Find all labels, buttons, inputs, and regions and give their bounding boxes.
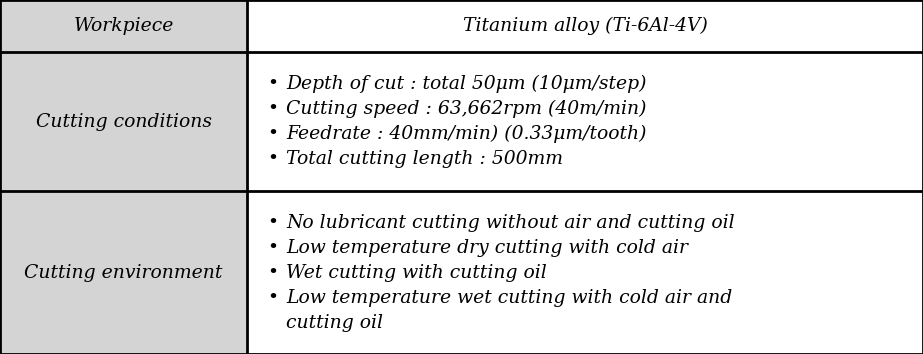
Bar <box>247 191 923 354</box>
Text: •: • <box>268 264 279 281</box>
Bar <box>0 0 247 52</box>
Text: •: • <box>268 150 279 168</box>
Text: Low temperature dry cutting with cold air: Low temperature dry cutting with cold ai… <box>286 239 689 257</box>
Text: cutting oil: cutting oil <box>286 314 383 332</box>
Text: Low temperature wet cutting with cold air and: Low temperature wet cutting with cold ai… <box>286 289 732 307</box>
Text: Cutting conditions: Cutting conditions <box>36 113 211 131</box>
Text: Total cutting length : 500mm: Total cutting length : 500mm <box>286 150 563 168</box>
Text: •: • <box>268 289 279 307</box>
Text: Workpiece: Workpiece <box>74 17 174 35</box>
Text: Cutting speed : 63,662rpm (40m/min): Cutting speed : 63,662rpm (40m/min) <box>286 100 647 119</box>
Text: Wet cutting with cutting oil: Wet cutting with cutting oil <box>286 264 547 281</box>
Bar <box>247 0 923 52</box>
Bar <box>247 52 923 191</box>
Text: No lubricant cutting without air and cutting oil: No lubricant cutting without air and cut… <box>286 213 735 232</box>
Text: •: • <box>268 100 279 118</box>
Text: Cutting environment: Cutting environment <box>25 264 222 281</box>
Text: •: • <box>268 213 279 232</box>
Text: Titanium alloy (Ti-6Al-4V): Titanium alloy (Ti-6Al-4V) <box>462 17 708 35</box>
Text: •: • <box>268 239 279 257</box>
Bar <box>0 52 247 191</box>
Text: Feedrate : 40mm/min) (0.33μm/tooth): Feedrate : 40mm/min) (0.33μm/tooth) <box>286 125 647 143</box>
Text: •: • <box>268 125 279 143</box>
Text: •: • <box>268 75 279 93</box>
Bar <box>0 191 247 354</box>
Text: Depth of cut : total 50μm (10μm/step): Depth of cut : total 50μm (10μm/step) <box>286 75 647 93</box>
